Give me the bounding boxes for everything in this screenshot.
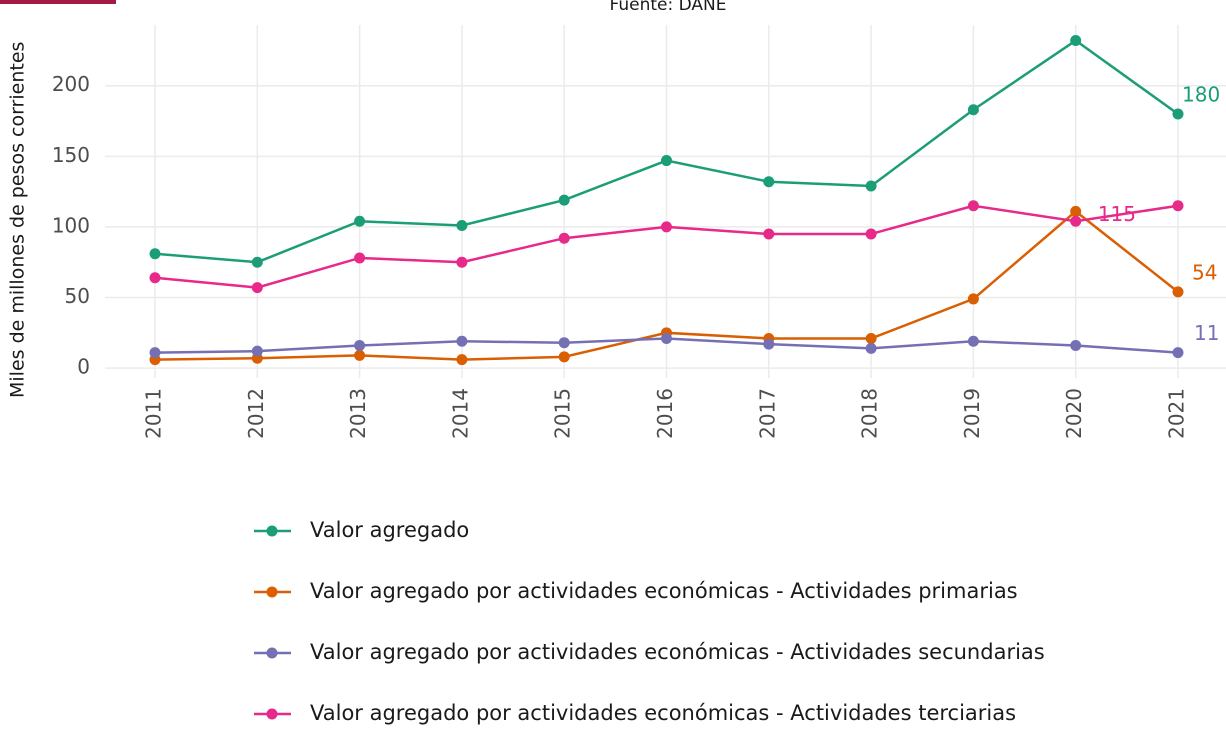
y-tick-label: 150 [52,143,90,167]
point [865,332,877,344]
x-tick-label: 2013 [346,388,370,439]
point [149,248,161,260]
point [865,342,877,354]
legend-label: Valor agregado por actividades económica… [310,701,1016,725]
data-label: 11 [1194,321,1219,345]
point [1070,215,1082,227]
y-axis-label: Miles de millones de pesos corrientes [7,42,29,398]
point [251,345,263,357]
x-tick-label: 2015 [551,388,575,439]
point [354,340,366,352]
legend-key-point [266,586,278,598]
point [558,232,570,244]
point [967,104,979,116]
x-tick-label: 2019 [960,388,984,439]
legend-key-point [266,647,278,659]
point [456,220,468,232]
x-tick-label: 2017 [755,388,779,439]
y-tick-label: 100 [52,213,90,237]
legend-label: Valor agregado [310,518,469,542]
point [763,176,775,188]
point [1172,200,1184,212]
point [1172,286,1184,298]
point [1070,35,1082,47]
point [354,252,366,264]
x-tick-label: 2020 [1062,388,1086,439]
point [354,349,366,361]
y-tick-label: 0 [77,355,90,379]
data-label: 180 [1182,82,1220,106]
x-tick-label: 2018 [858,388,882,439]
point [1172,108,1184,120]
point [1172,347,1184,359]
legend-label: Valor agregado por actividades económica… [310,640,1045,664]
point [865,228,877,240]
point [661,332,672,344]
header-bar [0,0,116,4]
point [661,221,672,233]
chart-subtitle: Fuente: DANE [610,0,727,15]
point [149,272,161,284]
x-tick-label: 2014 [448,388,472,439]
point [251,256,263,268]
point [456,335,468,347]
y-tick-label: 200 [52,72,90,96]
point [558,351,570,363]
legend-label: Valor agregado por actividades económica… [310,579,1018,603]
point [967,335,979,347]
point [1070,205,1082,217]
point [661,155,672,167]
point [149,347,161,359]
point [763,338,775,350]
point [251,282,263,294]
point [967,293,979,305]
legend-key-point [266,525,278,537]
x-tick-label: 2016 [653,388,677,439]
point [967,200,979,212]
point [354,215,366,227]
x-tick-label: 2011 [142,388,166,439]
point [558,337,570,349]
x-tick-label: 2021 [1165,388,1189,439]
y-tick-label: 50 [65,284,90,308]
point [456,256,468,268]
point [763,228,775,240]
data-label: 115 [1098,202,1136,226]
x-tick-label: 2012 [244,388,268,439]
point [865,180,877,192]
data-label: 54 [1192,260,1217,284]
point [1070,340,1082,352]
legend-key-point [266,708,278,720]
point [456,354,468,366]
point [558,194,570,206]
